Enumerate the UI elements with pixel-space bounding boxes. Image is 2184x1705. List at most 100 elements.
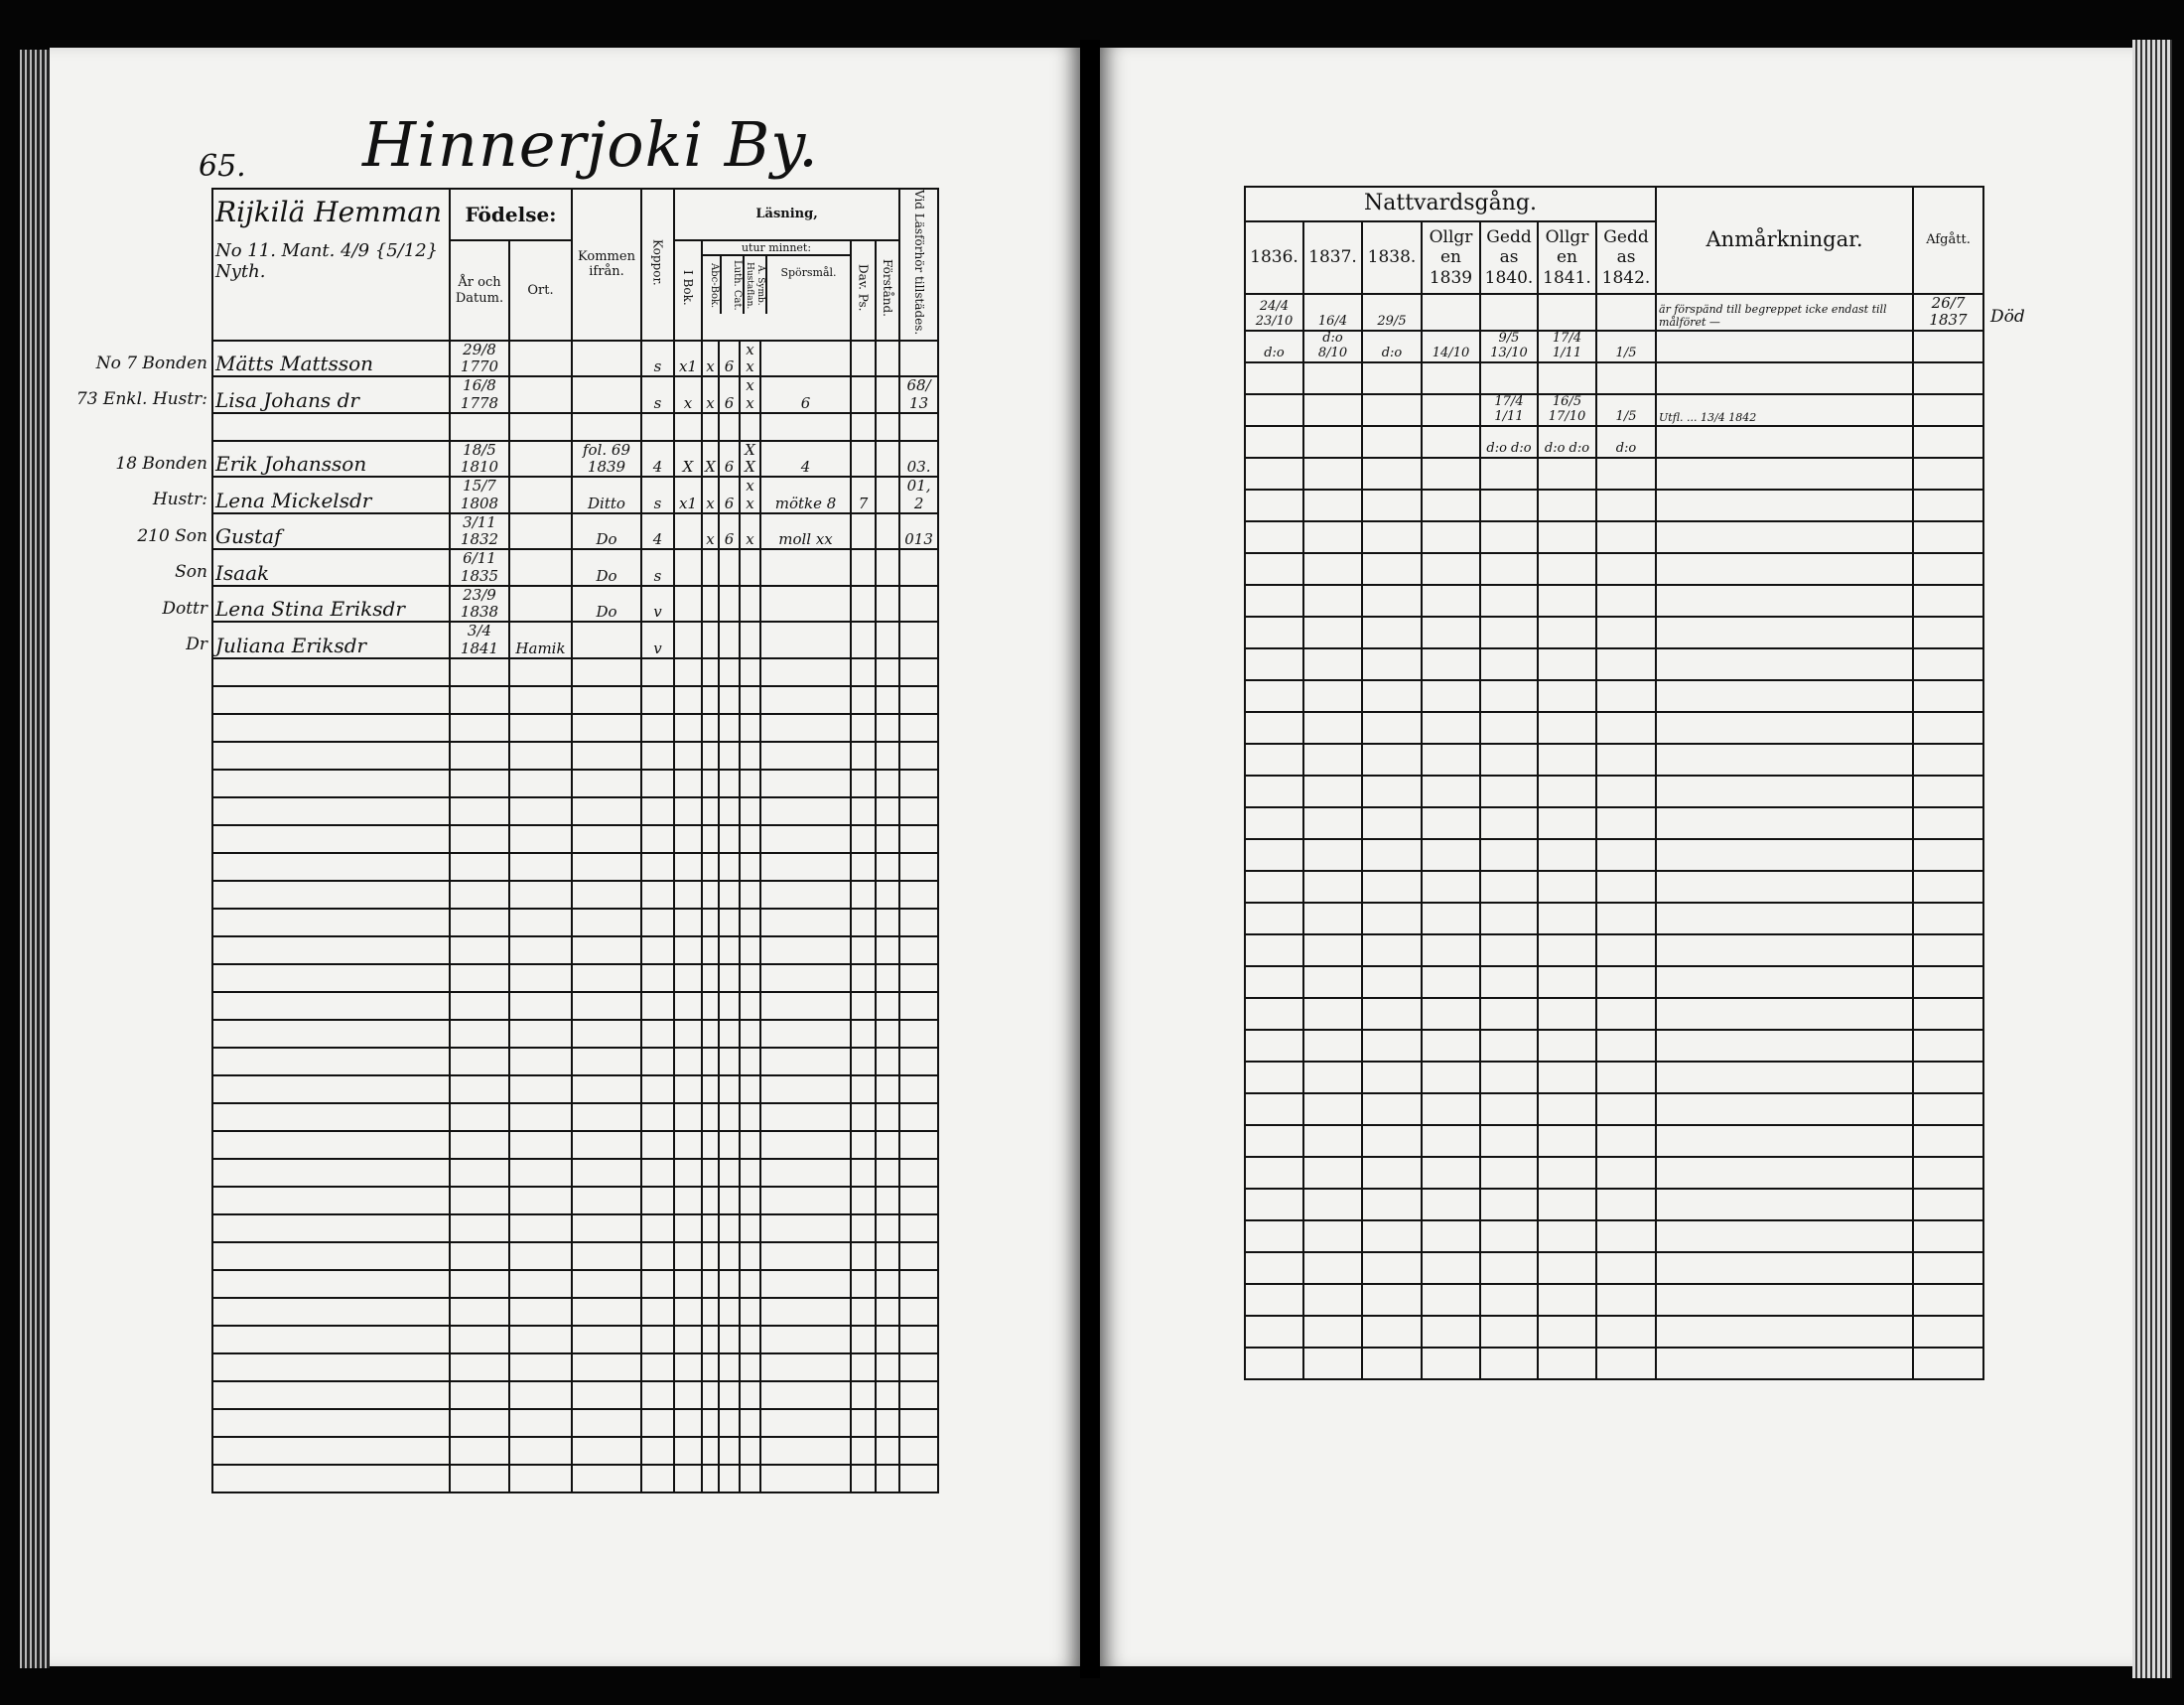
cell-ibok <box>673 1046 703 1076</box>
communion-date-cell <box>1479 1155 1539 1190</box>
cell-ibok <box>673 1185 703 1215</box>
communion-date-cell <box>1244 678 1304 713</box>
communion-date-cell <box>1479 1250 1539 1285</box>
communion-date-cell <box>1479 869 1539 904</box>
cell-forst <box>874 1157 901 1188</box>
cell-asymb <box>739 1129 761 1160</box>
communion-date-cell <box>1479 1187 1539 1221</box>
cell-name: 18 Bonden Erik Johansson <box>115 439 451 479</box>
cell-asymb <box>739 907 761 937</box>
communion-row <box>1244 1028 1985 1063</box>
communion-date-cell <box>1537 869 1597 904</box>
cell-dav <box>850 1379 877 1410</box>
register-row <box>211 1268 940 1299</box>
cell-date <box>449 1351 510 1382</box>
vid-lasforhor-header: Vid Läsförhör tillstädes. <box>898 188 940 342</box>
cell-luth <box>718 1268 741 1299</box>
cell-date: 3/4 1841 <box>449 621 510 659</box>
departed-cell <box>1912 1123 1985 1158</box>
cell-date <box>449 712 510 743</box>
cell-dav <box>850 740 877 771</box>
communion-date-cell <box>1302 1314 1363 1349</box>
cell-forst <box>874 851 901 882</box>
cell-spors <box>759 1129 852 1160</box>
communion-date-cell <box>1479 901 1539 935</box>
communion-date-cell <box>1479 774 1539 808</box>
register-row <box>211 1046 940 1076</box>
cell-forst <box>874 375 901 414</box>
communion-date-cell <box>1537 1060 1597 1094</box>
cell-koppor <box>640 1268 675 1299</box>
communion-date-cell <box>1479 1028 1539 1063</box>
cell-forst <box>874 1463 901 1493</box>
cell-vid <box>898 879 940 910</box>
cell-spors <box>759 1351 852 1382</box>
communion-date-cell <box>1479 551 1539 586</box>
communion-date-cell <box>1537 488 1597 522</box>
cell-spors <box>759 1268 852 1299</box>
communion-date-cell <box>1594 774 1658 808</box>
cell-ibok <box>673 1379 703 1410</box>
communion-date-cell <box>1537 646 1597 681</box>
communion-date-cell <box>1594 1123 1658 1158</box>
cell-forst <box>874 1268 901 1299</box>
cell-abc <box>701 1185 720 1215</box>
communion-date-cell <box>1244 583 1304 618</box>
communion-row <box>1244 901 1985 935</box>
cell-name: No 7 Bonden Mätts Mattsson <box>96 339 451 378</box>
cell-date <box>449 1185 510 1215</box>
cell-spors <box>759 1379 852 1410</box>
cell-kommen <box>571 879 642 910</box>
cell-name <box>211 1129 451 1160</box>
cell-ibok <box>673 712 703 743</box>
communion-row <box>1244 710 1985 745</box>
cell-ibok <box>673 823 703 854</box>
departed-cell <box>1912 869 1985 904</box>
cell-date <box>449 1324 510 1354</box>
cell-forst <box>874 1212 901 1243</box>
cell-date: 23/9 1838 <box>449 584 510 624</box>
cell-kommen <box>571 990 642 1021</box>
cell-koppor: 4 <box>640 439 675 479</box>
cell-name <box>211 1157 451 1188</box>
communion-date-cell <box>1361 551 1423 586</box>
cell-luth <box>718 768 741 798</box>
cell-date <box>449 823 510 854</box>
communion-date-cell <box>1421 1282 1481 1317</box>
cell-koppor <box>640 990 675 1021</box>
cell-vid <box>898 1296 940 1327</box>
cell-koppor <box>640 1296 675 1327</box>
cell-ort <box>508 1296 573 1327</box>
cell-asymb <box>739 934 761 965</box>
communion-date-cell <box>1537 901 1597 935</box>
cell-koppor: 4 <box>640 511 675 551</box>
communion-date-cell <box>1594 678 1658 713</box>
communion-date-cell: d:o 8/10 <box>1302 329 1363 363</box>
cell-date <box>449 684 510 715</box>
cell-name: 73 Enkl. Hustr: Lisa Johans dr <box>76 375 451 414</box>
cell-dav <box>850 823 877 854</box>
cell-name <box>211 1101 451 1132</box>
register-row <box>211 1407 940 1438</box>
cell-kommen <box>571 1129 642 1160</box>
cell-dav <box>850 1324 877 1354</box>
cell-name: Hustr: Lena Mickelsdr <box>153 476 451 514</box>
communion-date-cell <box>1479 678 1539 713</box>
cell-kommen <box>571 339 642 378</box>
cell-forst <box>874 879 901 910</box>
cell-kommen <box>571 740 642 771</box>
year-header: 1838. <box>1361 220 1423 295</box>
cell-ort <box>508 375 573 414</box>
cell-ibok <box>673 1073 703 1104</box>
year-header: Geddas 1842. <box>1594 220 1658 295</box>
cell-asymb <box>739 411 761 442</box>
cell-luth <box>718 823 741 854</box>
remarks-cell <box>1655 1346 1915 1380</box>
communion-date-cell <box>1479 964 1539 999</box>
cell-abc <box>701 1101 720 1132</box>
fodelse-header: Födelse: <box>449 187 573 242</box>
departed-cell <box>1912 678 1985 713</box>
cell-ort <box>508 1324 573 1354</box>
cell-forst <box>874 621 901 659</box>
communion-date-cell: 1/5 <box>1594 392 1658 427</box>
